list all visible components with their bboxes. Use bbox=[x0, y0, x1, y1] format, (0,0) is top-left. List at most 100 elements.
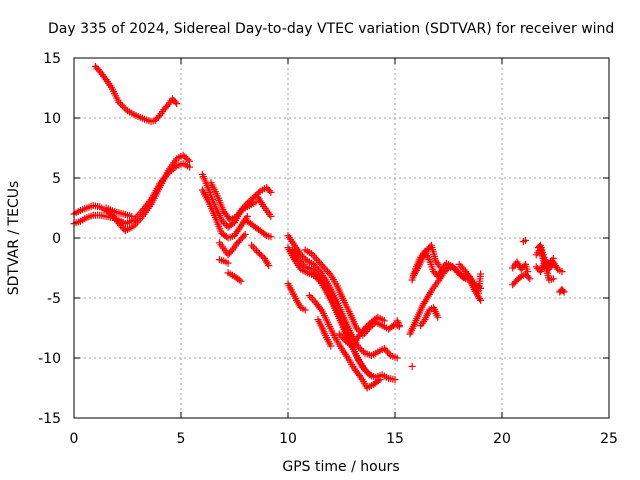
y-tick-label: -10 bbox=[38, 351, 61, 367]
x-tick-label: 25 bbox=[600, 431, 618, 447]
series-track-25 bbox=[410, 241, 444, 278]
data-point bbox=[391, 376, 399, 384]
data-point bbox=[154, 113, 162, 121]
data-point bbox=[267, 233, 275, 241]
data-point bbox=[361, 324, 369, 332]
series-track-13 bbox=[224, 269, 245, 285]
series-track-29 bbox=[509, 258, 532, 276]
series-track-27 bbox=[408, 362, 416, 370]
data-point bbox=[253, 190, 261, 198]
data-point bbox=[364, 321, 372, 329]
chart-title: Day 335 of 2024, Sidereal Day-to-day VTE… bbox=[48, 21, 614, 37]
data-point bbox=[307, 293, 315, 301]
series-track-3 bbox=[70, 160, 194, 228]
data-point bbox=[122, 105, 130, 113]
data-point bbox=[184, 156, 192, 164]
series-track-18 bbox=[305, 292, 384, 392]
series-track-28 bbox=[455, 260, 485, 297]
data-point bbox=[522, 236, 530, 244]
data-point bbox=[247, 196, 255, 204]
data-point bbox=[309, 295, 317, 303]
data-point bbox=[227, 248, 235, 256]
axis-ticks bbox=[73, 57, 610, 419]
data-point bbox=[265, 262, 273, 270]
data-point bbox=[355, 372, 363, 380]
data-point bbox=[237, 277, 245, 285]
series-track-19 bbox=[284, 280, 309, 314]
series-track-1 bbox=[91, 62, 181, 126]
data-point bbox=[524, 273, 532, 281]
data-point bbox=[393, 354, 401, 362]
data-point bbox=[235, 276, 243, 284]
y-tick-label: 0 bbox=[52, 231, 61, 247]
y-tick-labels: -15 -10 -5 0 5 10 15 bbox=[38, 51, 61, 427]
data-point bbox=[477, 296, 485, 304]
data-point bbox=[526, 275, 534, 283]
data-point bbox=[171, 163, 179, 171]
data-point bbox=[256, 250, 264, 258]
y-tick-label: 15 bbox=[43, 51, 61, 67]
data-point bbox=[374, 377, 382, 385]
series-track-7 bbox=[207, 179, 260, 224]
data-point bbox=[101, 74, 109, 82]
data-point bbox=[249, 243, 257, 251]
data-point bbox=[395, 320, 403, 328]
series-track-26 bbox=[417, 304, 442, 330]
y-tick-label: -15 bbox=[38, 411, 61, 427]
data-point bbox=[301, 306, 309, 314]
data-point bbox=[560, 288, 568, 296]
data-point bbox=[549, 275, 557, 283]
data-point bbox=[393, 317, 401, 325]
series-track-21 bbox=[335, 313, 388, 350]
data-point bbox=[382, 346, 390, 354]
series-track-32 bbox=[532, 245, 566, 276]
data-point bbox=[241, 230, 249, 238]
data-point bbox=[376, 376, 384, 384]
data-point bbox=[322, 266, 330, 274]
data-point bbox=[455, 260, 463, 268]
series-track-10 bbox=[254, 193, 275, 220]
series-track-34 bbox=[534, 241, 557, 268]
data-point bbox=[171, 98, 179, 106]
data-point bbox=[305, 292, 313, 300]
data-point bbox=[265, 187, 273, 195]
data-point bbox=[181, 153, 189, 161]
data-point bbox=[467, 274, 475, 282]
series-track-24 bbox=[406, 263, 485, 338]
data-point bbox=[311, 253, 319, 261]
data-point bbox=[261, 230, 269, 238]
data-point bbox=[117, 100, 125, 108]
series-track-30 bbox=[509, 270, 534, 289]
data-point bbox=[443, 265, 451, 273]
data-point bbox=[559, 287, 567, 295]
x-axis-label: GPS time / hours bbox=[282, 459, 399, 475]
series-track-31 bbox=[519, 236, 530, 246]
data-point bbox=[251, 245, 259, 253]
y-tick-label: 10 bbox=[43, 111, 61, 127]
data-point bbox=[267, 188, 275, 196]
x-tick-label: 15 bbox=[386, 431, 404, 447]
series-track-22 bbox=[393, 317, 403, 330]
data-point bbox=[252, 247, 260, 255]
y-tick-label: 5 bbox=[52, 171, 61, 187]
data-point bbox=[120, 103, 128, 111]
series-track-12 bbox=[248, 241, 273, 270]
data-marks bbox=[70, 62, 568, 392]
series-track-20 bbox=[314, 316, 335, 350]
y-axis-label: SDTVAR / TECUs bbox=[6, 181, 22, 296]
series-track-11 bbox=[216, 256, 232, 267]
data-point bbox=[257, 251, 265, 259]
data-point bbox=[186, 157, 194, 165]
series-track-4 bbox=[102, 204, 136, 220]
data-point bbox=[434, 313, 442, 321]
data-point bbox=[356, 345, 364, 353]
data-point bbox=[380, 317, 388, 325]
x-tick-label: 10 bbox=[279, 431, 297, 447]
data-point bbox=[549, 254, 557, 262]
x-tick-labels: 0 5 10 15 20 25 bbox=[70, 431, 618, 447]
data-point bbox=[302, 255, 310, 263]
data-point bbox=[224, 259, 232, 267]
data-point bbox=[395, 322, 403, 330]
series-track-8 bbox=[216, 230, 249, 259]
data-point bbox=[115, 98, 123, 106]
